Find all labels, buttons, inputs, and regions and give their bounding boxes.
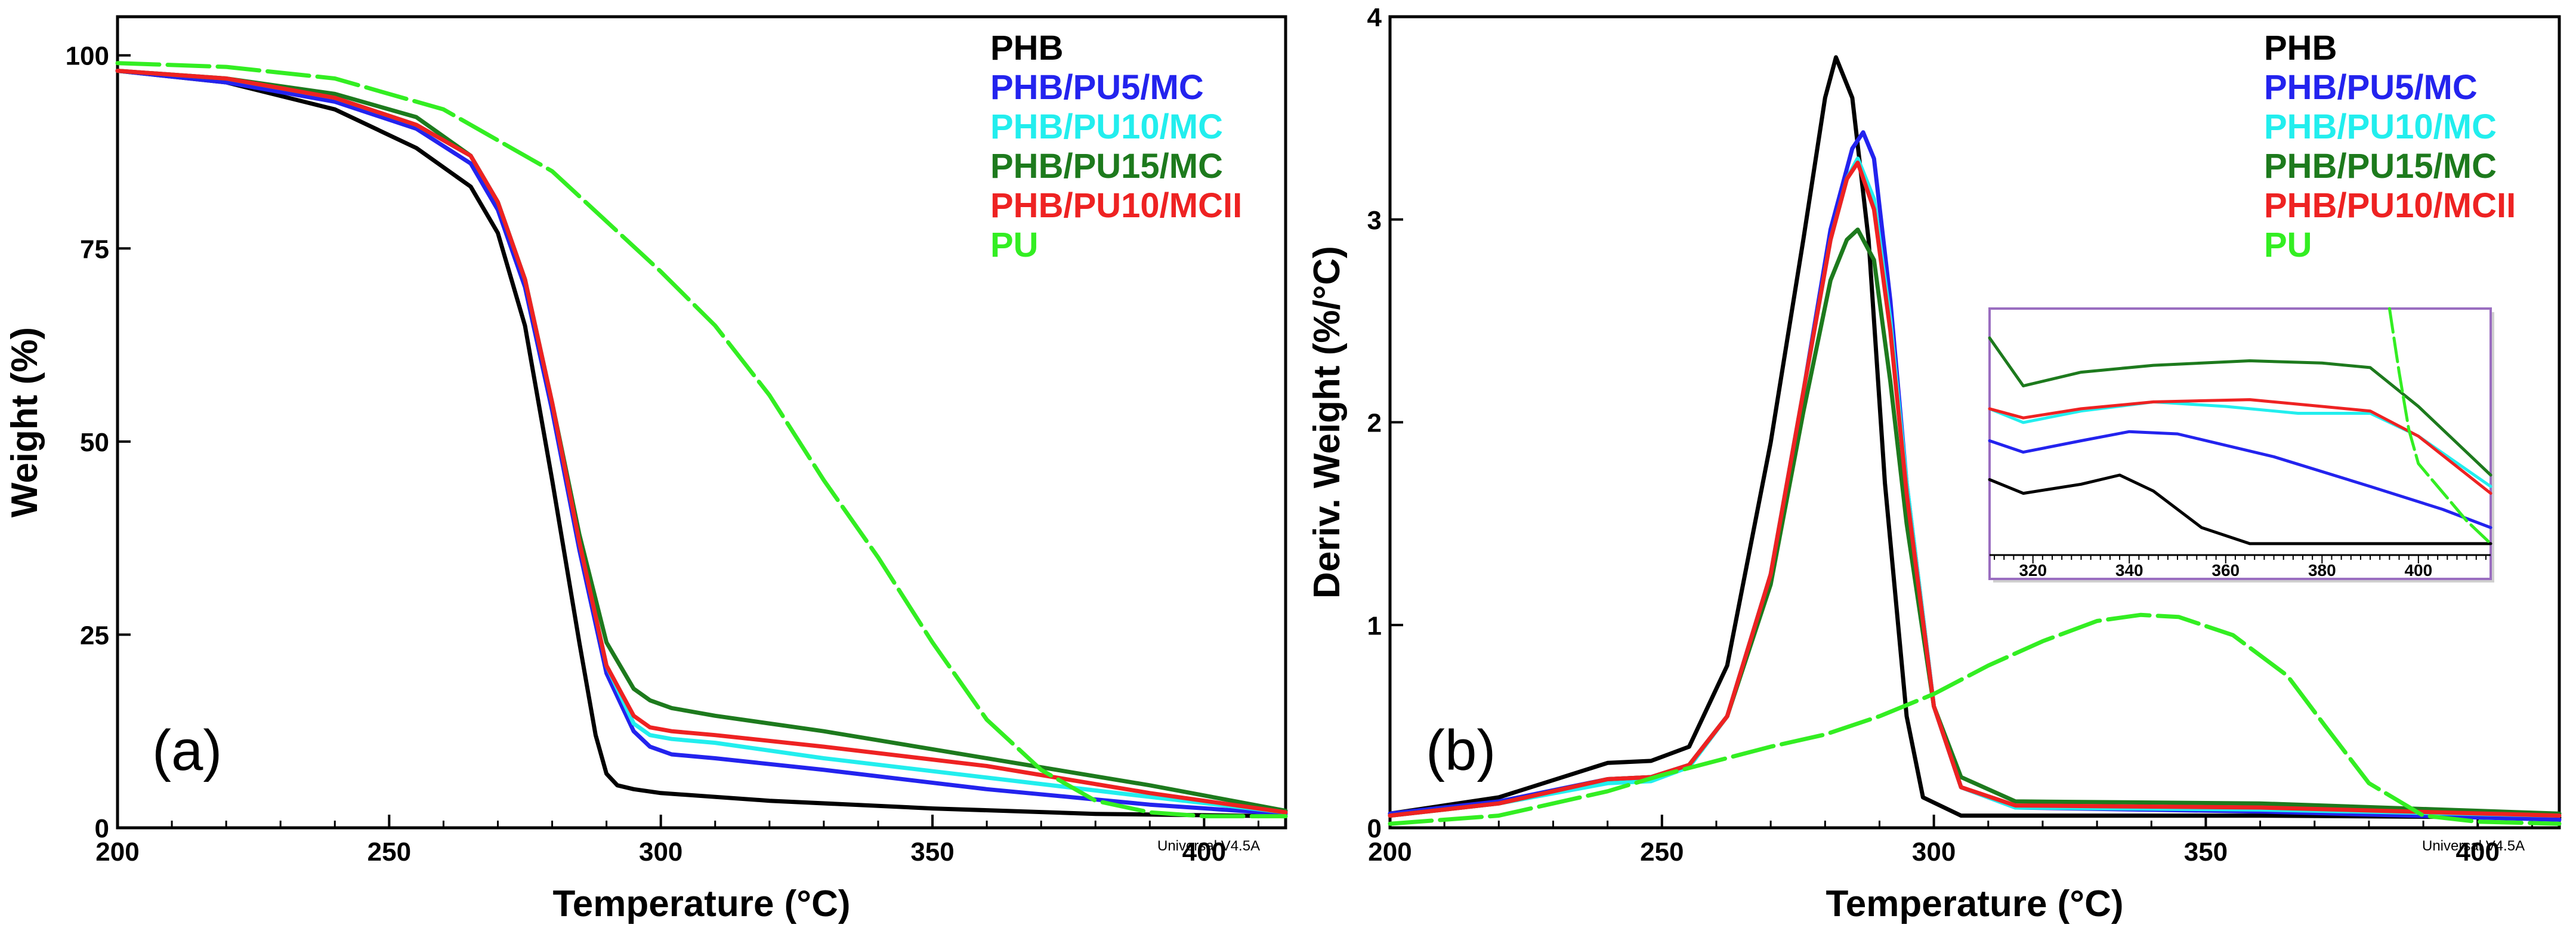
y-tick-label: 75 xyxy=(80,235,109,264)
series-line-pu xyxy=(1388,612,2562,826)
y-tick-label: 25 xyxy=(80,621,109,650)
x-axis-label: Temperature (°C) xyxy=(1826,883,2123,924)
panel-b-chart: 200 250 300 350 400 0 1 2 3 4 Temperature (°C) Deri… xyxy=(1306,3,2562,924)
series-line-phb-pu15-mc xyxy=(115,69,1288,813)
panel-b-inset: 320 340 360 380 400 xyxy=(1988,307,2494,583)
inset-series-line-phb-pu15-mc xyxy=(1988,336,2492,477)
x-tick-label: 300 xyxy=(1912,837,1956,867)
software-label: Universal V4.5A xyxy=(1157,838,1260,854)
x-tick-label: 250 xyxy=(367,837,411,867)
series-line-phb-pu10-mcii xyxy=(115,69,1288,815)
y-tick-label: 50 xyxy=(80,428,109,457)
y-axis-label: Weight (%) xyxy=(4,327,45,517)
x-tick-label: 250 xyxy=(1640,837,1684,867)
y-tick-label: 0 xyxy=(1367,814,1382,843)
x-tick-label: 400 xyxy=(2456,837,2500,867)
series-line-phb xyxy=(115,69,1288,819)
panel-label: (b) xyxy=(1426,719,1496,782)
legend-entry-phb-pu5-mc: PHB/PU5/MC xyxy=(2264,68,2478,107)
x-tick-label: 350 xyxy=(910,837,954,867)
inset-x-tick-label: 400 xyxy=(2404,561,2432,580)
x-tick-label: 200 xyxy=(95,837,139,867)
y-tick-label: 4 xyxy=(1367,3,1382,32)
inset-x-tick-label: 340 xyxy=(2115,561,2143,580)
x-tick-label: 400 xyxy=(1182,837,1226,867)
inset-series-line-phb xyxy=(1988,473,2492,545)
inset-x-tick-label: 360 xyxy=(2211,561,2240,580)
x-tick-label: 200 xyxy=(1368,837,1411,867)
legend-entry-phb-pu10-mcii: PHB/PU10/MCII xyxy=(990,186,1242,225)
x-tick-label: 350 xyxy=(2184,837,2228,867)
x-tick-label: 300 xyxy=(639,837,682,867)
legend-entry-phb-pu10-mcii: PHB/PU10/MCII xyxy=(2264,186,2516,225)
inset-series-line-phb-pu10-mcii xyxy=(1988,398,2492,495)
legend-entry-phb-pu10-mc: PHB/PU10/MC xyxy=(2264,107,2497,146)
legend-entry-pu: PU xyxy=(990,226,1039,264)
y-tick-label: 1 xyxy=(1367,611,1382,640)
legend-entry-phb-pu5-mc: PHB/PU5/MC xyxy=(990,68,1204,107)
legend-entry-phb: PHB xyxy=(2264,29,2337,67)
legend-entry-phb-pu15-mc: PHB/PU15/MC xyxy=(2264,147,2497,186)
legend-entry-phb-pu15-mc: PHB/PU15/MC xyxy=(990,147,1223,186)
inset-x-tick-label: 380 xyxy=(2308,561,2336,580)
plot-frame xyxy=(116,15,1287,830)
y-axis-label: Deriv. Weight (%/°C) xyxy=(1306,246,1348,599)
y-tick-label: 100 xyxy=(66,42,109,71)
y-tick-label: 3 xyxy=(1367,206,1382,235)
y-tick-label: 0 xyxy=(95,814,109,843)
series-line-phb xyxy=(1388,55,2562,820)
inset-series-line-pu xyxy=(2387,307,2492,545)
legend-entry-phb-pu10-mc: PHB/PU10/MC xyxy=(990,107,1223,146)
series-line-pu xyxy=(115,61,1288,819)
inset-series-line-phb-pu5-mc xyxy=(1988,430,2492,529)
software-label: Universal V4.5A xyxy=(2422,838,2525,854)
panel-label: (a) xyxy=(152,719,222,782)
inset-x-tick-label: 320 xyxy=(2019,561,2047,580)
legend-entry-pu: PU xyxy=(2264,226,2312,264)
legend-entry-phb: PHB xyxy=(990,29,1063,67)
x-axis-label: Temperature (°C) xyxy=(552,883,850,924)
panel-a-chart: 200 250 300 350 400 0 25 50 75 100 Temperature (°C… xyxy=(4,15,1288,924)
y-tick-label: 2 xyxy=(1367,409,1382,438)
